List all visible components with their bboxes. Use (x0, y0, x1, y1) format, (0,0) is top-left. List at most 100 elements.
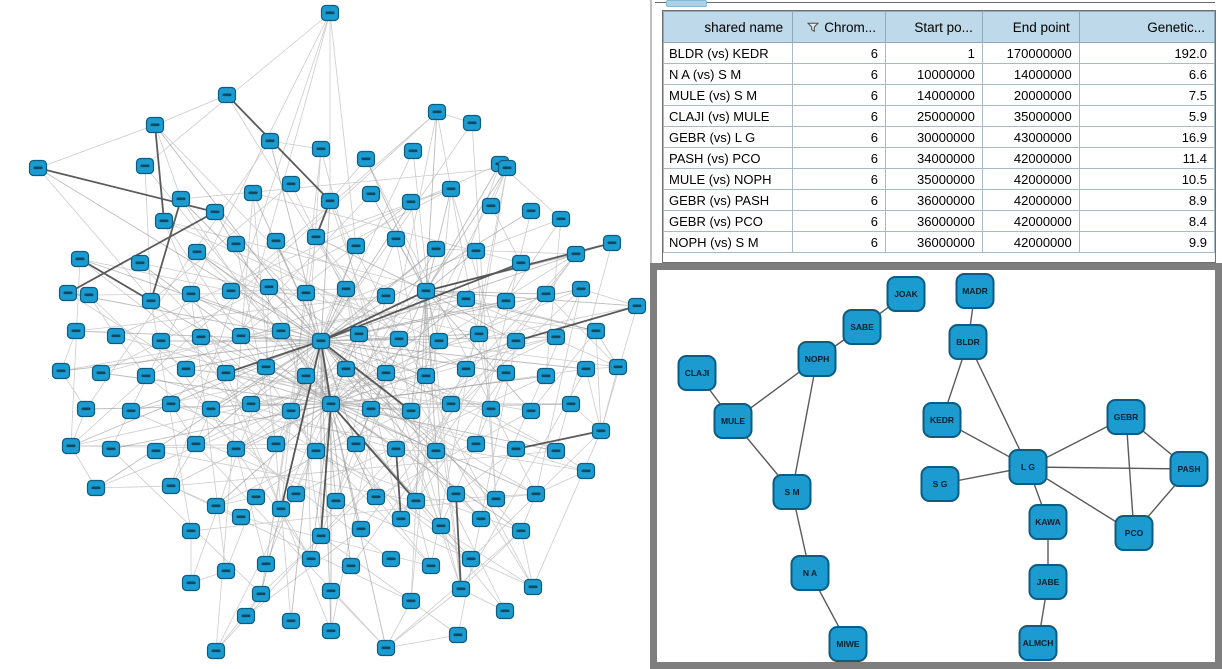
node-madr[interactable]: MADR (955, 273, 995, 309)
node-mule[interactable]: MULE (713, 403, 753, 439)
network-node[interactable] (201, 400, 221, 418)
network-node[interactable] (205, 203, 225, 221)
network-node[interactable] (401, 402, 421, 420)
network-node[interactable] (608, 358, 628, 376)
network-node[interactable] (191, 328, 211, 346)
node-gebr[interactable]: GEBR (1106, 399, 1146, 435)
network-node[interactable] (406, 492, 426, 510)
table-cell[interactable]: 170000000 (981, 42, 1080, 64)
network-node[interactable] (346, 435, 366, 453)
table-cell[interactable]: CLAJI (vs) MULE (663, 105, 794, 127)
node-s-g[interactable]: S G (920, 466, 960, 502)
network-node[interactable] (246, 488, 266, 506)
network-node[interactable] (91, 364, 111, 382)
network-node[interactable] (336, 360, 356, 378)
table-cell[interactable]: 20000000 (981, 84, 1080, 106)
network-node[interactable] (231, 327, 251, 345)
node-pco[interactable]: PCO (1114, 515, 1154, 551)
table-cell[interactable]: 25000000 (885, 105, 983, 127)
network-node[interactable] (403, 142, 423, 160)
network-node[interactable] (497, 159, 517, 177)
table-cell[interactable]: GEBR (vs) L G (663, 126, 794, 148)
table-cell[interactable]: 42000000 (981, 231, 1080, 253)
network-node[interactable] (361, 185, 381, 203)
network-node[interactable] (226, 440, 246, 458)
table-cell[interactable]: 192.0 (1078, 42, 1215, 64)
network-node[interactable] (271, 500, 291, 518)
table-cell[interactable]: 16.9 (1078, 126, 1215, 148)
node-joak[interactable]: JOAK (886, 276, 926, 312)
network-node[interactable] (566, 245, 586, 263)
network-node[interactable] (221, 282, 241, 300)
table-cell[interactable]: 34000000 (885, 147, 983, 169)
table-cell[interactable]: 36000000 (885, 231, 983, 253)
network-node[interactable] (451, 580, 471, 598)
network-node[interactable] (446, 485, 466, 503)
network-node[interactable] (346, 237, 366, 255)
table-cell[interactable]: 9.9 (1078, 231, 1215, 253)
network-node[interactable] (576, 462, 596, 480)
node-miwe[interactable]: MIWE (828, 626, 868, 662)
network-node[interactable] (106, 327, 126, 345)
network-node[interactable] (536, 367, 556, 385)
network-node[interactable] (181, 285, 201, 303)
network-node[interactable] (496, 364, 516, 382)
network-node[interactable] (206, 497, 226, 515)
node-pash[interactable]: PASH (1169, 451, 1209, 487)
table-cell[interactable]: GEBR (vs) PASH (663, 189, 794, 211)
network-node[interactable] (154, 212, 174, 230)
network-node[interactable] (521, 402, 541, 420)
table-cell[interactable]: 6 (792, 189, 886, 211)
node-almch[interactable]: ALMCH (1018, 625, 1058, 661)
network-node[interactable] (389, 330, 409, 348)
table-cell[interactable]: 1 (885, 42, 983, 64)
table-cell[interactable]: 36000000 (885, 189, 983, 211)
network-node[interactable] (306, 228, 326, 246)
table-cell[interactable]: BLDR (vs) KEDR (663, 42, 794, 64)
network-node[interactable] (591, 422, 611, 440)
network-node[interactable] (381, 550, 401, 568)
table-row[interactable]: PASH (vs) PCO 6 34000000 42000000 11.4 (663, 147, 1215, 169)
network-node[interactable] (341, 557, 361, 575)
network-node[interactable] (336, 280, 356, 298)
table-cell[interactable]: 10000000 (885, 63, 983, 85)
network-node[interactable] (216, 562, 236, 580)
network-node[interactable] (546, 442, 566, 460)
network-node[interactable] (469, 325, 489, 343)
table-cell[interactable]: GEBR (vs) PCO (663, 210, 794, 232)
edge-pash-l-g[interactable] (1027, 466, 1190, 470)
network-node[interactable] (466, 242, 486, 260)
table-cell[interactable]: MULE (vs) NOPH (663, 168, 794, 190)
network-node[interactable] (311, 332, 331, 350)
table-row[interactable]: MULE (vs) NOPH 6 35000000 42000000 10.5 (663, 168, 1215, 190)
network-node[interactable] (426, 442, 446, 460)
table-cell[interactable]: N A (vs) S M (663, 63, 794, 85)
table-cell[interactable]: 6 (792, 105, 886, 127)
network-node[interactable] (496, 292, 516, 310)
network-node[interactable] (376, 364, 396, 382)
network-node[interactable] (76, 400, 96, 418)
network-node[interactable] (311, 140, 331, 158)
table-cell[interactable]: 7.5 (1078, 84, 1215, 106)
node-bldr[interactable]: BLDR (948, 324, 988, 360)
network-node[interactable] (66, 322, 86, 340)
network-node[interactable] (136, 367, 156, 385)
table-cell[interactable]: 42000000 (981, 189, 1080, 211)
network-node[interactable] (386, 230, 406, 248)
node-noph[interactable]: NOPH (797, 341, 837, 377)
network-node[interactable] (627, 297, 647, 315)
network-node[interactable] (456, 290, 476, 308)
network-node[interactable] (243, 184, 263, 202)
network-node[interactable] (206, 642, 226, 660)
edge-noph-s-m[interactable] (791, 358, 818, 493)
network-node[interactable] (186, 435, 206, 453)
table-cell[interactable]: 11.4 (1078, 147, 1215, 169)
table-row[interactable]: BLDR (vs) KEDR 6 1 170000000 192.0 (663, 42, 1215, 64)
network-node[interactable] (361, 400, 381, 418)
network-node[interactable] (326, 492, 346, 510)
network-node[interactable] (296, 367, 316, 385)
network-node[interactable] (551, 210, 571, 228)
network-node[interactable] (506, 332, 526, 350)
network-node[interactable] (241, 395, 261, 413)
node-kedr[interactable]: KEDR (922, 402, 962, 438)
